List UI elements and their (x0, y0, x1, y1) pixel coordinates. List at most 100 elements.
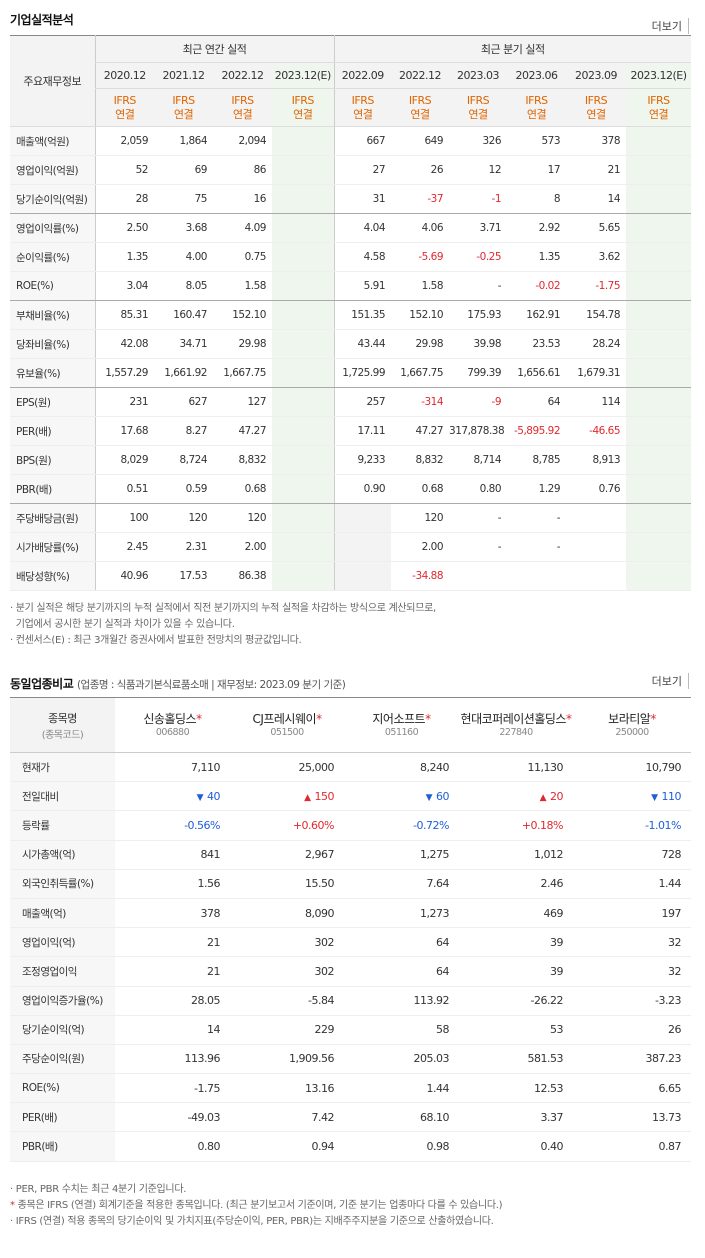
period-header: 2023.09 (566, 62, 627, 89)
consolidated-label: 연결 (410, 107, 430, 121)
row-label: BPS(원) (10, 445, 95, 475)
cell-value (272, 416, 335, 446)
note-line: · 컨센서스(E) : 최근 3개월간 증권사에서 발표한 전망치의 평균값입니… (10, 635, 302, 646)
cell-value (566, 561, 627, 591)
row-label: 순이익률(%) (10, 242, 95, 272)
peer-row: 전일대비 ▼ 40 ▲ 150 ▼ 60 ▲ 20 ▼ 110 (10, 781, 691, 812)
ifrs-label: IFRS (351, 93, 375, 107)
cell-value: 1.35 (507, 242, 567, 272)
cell-value: -1.75 (115, 1073, 230, 1104)
cell-value (449, 561, 508, 591)
peer-section-title: 동일업종비교 (업종명 : 식품과기본식료품소매 | 재무정보: 2023.09… (10, 675, 346, 692)
cell-value: 154.78 (566, 300, 627, 330)
price-change-cell: ▲ 150 (230, 781, 344, 812)
ifrs-label: IFRS (408, 93, 432, 107)
peer-more-link[interactable]: 더보기 (652, 673, 689, 689)
cell-value: 40.96 (94, 561, 154, 591)
ifrs-label: IFRS (172, 93, 195, 107)
company-column-header[interactable]: CJ프레시웨이* 051500 (230, 697, 344, 753)
cell-value (626, 155, 692, 185)
cell-value: 1.44 (573, 869, 691, 899)
cell-value: 39 (459, 927, 573, 958)
ifrs-label: IFRS (525, 93, 548, 107)
company-name[interactable]: 보라티알* (573, 712, 691, 727)
note-text: 종목은 IFRS (연결) 회계기준을 적용한 종목입니다. (최근 분기보고서… (14, 1200, 503, 1211)
cell-value: 32 (573, 927, 691, 958)
ifrs-badge: IFRS 연결 (566, 88, 627, 127)
cell-value: 13.16 (230, 1073, 344, 1104)
cell-value (272, 242, 335, 272)
cell-value: 4.06 (391, 213, 450, 243)
cell-value: 1,557.29 (94, 358, 154, 388)
cell-value: 317,878.38 (449, 416, 508, 446)
cell-value: 11,130 (459, 752, 573, 783)
cell-value: 2,059 (94, 126, 154, 156)
note-line: * 종목은 IFRS (연결) 회계기준을 적용한 종목입니다. (최근 분기보… (10, 1198, 503, 1214)
company-name[interactable]: 현대코퍼레이션홀딩스* (459, 712, 573, 727)
cell-value: 2.00 (213, 532, 272, 562)
cell-value: -0.02 (507, 271, 567, 301)
consolidated-label: 연결 (293, 107, 313, 121)
company-name-text[interactable]: CJ프레시웨이 (252, 712, 317, 726)
cell-value: 581.53 (459, 1044, 573, 1075)
financial-row: PBR(배) 0.51 0.59 0.68 0.90 0.68 0.80 1.29 0.76 (10, 474, 692, 504)
cell-value: 43.44 (333, 329, 392, 359)
note-line: · IFRS (연결) 적용 종목의 당기순이익 및 가치지표(주당순이익, P… (10, 1214, 502, 1230)
period-header: 2022.12 (391, 62, 450, 89)
peer-row: 현재가 7,110 25,000 8,240 11,130 10,790 (10, 752, 691, 783)
cell-value: 1,275 (344, 840, 459, 870)
cell-value: 4.04 (333, 213, 392, 243)
cell-value: -0.25 (449, 242, 508, 272)
cell-value: 52 (94, 155, 154, 185)
row-header: 주요재무정보 (10, 35, 95, 127)
financial-more-link[interactable]: 더보기 (652, 18, 689, 34)
company-column-header[interactable]: 현대코퍼레이션홀딩스* 227840 (459, 697, 573, 753)
company-name-text[interactable]: 신송홀딩스 (143, 712, 197, 726)
cell-value: 0.40 (459, 1131, 573, 1162)
peer-row: 등락률 -0.56% +0.60% -0.72% +0.18% -1.01% (10, 810, 691, 841)
company-name[interactable]: 지어소프트* (344, 712, 459, 727)
cell-value: 0.76 (566, 474, 627, 504)
cell-value (272, 387, 335, 417)
company-name[interactable]: 신송홀딩스* (115, 712, 230, 727)
ifrs-badge: IFRS 연결 (507, 88, 567, 127)
cell-value (626, 184, 692, 214)
consolidated-label: 연결 (648, 107, 669, 121)
period-header: 2022.09 (333, 62, 392, 89)
ifrs-badge: IFRS 연결 (154, 88, 213, 127)
company-column-header[interactable]: 지어소프트* 051160 (344, 697, 459, 753)
company-name[interactable]: CJ프레시웨이* (230, 712, 344, 727)
peer-row: PER(배) -49.03 7.42 68.10 3.37 13.73 (10, 1102, 691, 1133)
company-name-text[interactable]: 보라티알 (608, 712, 651, 726)
cell-value: 31 (333, 184, 392, 214)
peer-row: 시가총액(억) 841 2,967 1,275 1,012 728 (10, 840, 691, 870)
cell-value: 257 (333, 387, 392, 417)
company-column-header[interactable]: 보라티알* 250000 (573, 697, 691, 753)
cell-value (626, 445, 692, 475)
company-name-text[interactable]: 현대코퍼레이션홀딩스 (460, 712, 567, 726)
cell-value: 127 (213, 387, 272, 417)
company-code: 051500 (270, 727, 304, 738)
peer-subtitle: (업종명 : 식품과기본식료품소매 | 재무정보: 2023.09 분기 기준) (76, 679, 346, 691)
cell-value: 152.10 (391, 300, 450, 330)
cell-value: 47.27 (213, 416, 272, 446)
cell-value: 3.04 (94, 271, 154, 301)
cell-value: 205.03 (344, 1044, 459, 1075)
cell-value: 6.65 (573, 1073, 691, 1104)
row-label: EPS(원) (10, 387, 95, 417)
cell-value: 2.92 (507, 213, 567, 243)
cell-value: 326 (449, 126, 508, 156)
cell-value: 469 (459, 898, 573, 929)
company-code: 227840 (499, 727, 533, 738)
financial-row: BPS(원) 8,029 8,724 8,832 9,233 8,832 8,714 8,78… (10, 445, 692, 475)
financial-row: 부채비율(%) 85.31 160.47 152.10 151.35 152.10 175.… (10, 300, 692, 330)
cell-value: 1.35 (94, 242, 154, 272)
cell-value: -37 (391, 184, 450, 214)
ifrs-star-icon: * (10, 1200, 15, 1211)
cell-value: 2,094 (213, 126, 272, 156)
cell-value (626, 242, 692, 272)
company-column-header[interactable]: 신송홀딩스* 006880 (115, 697, 230, 753)
cell-value (333, 532, 392, 562)
period-header: 2022.12 (213, 62, 272, 89)
company-name-text[interactable]: 지어소프트 (372, 712, 426, 726)
